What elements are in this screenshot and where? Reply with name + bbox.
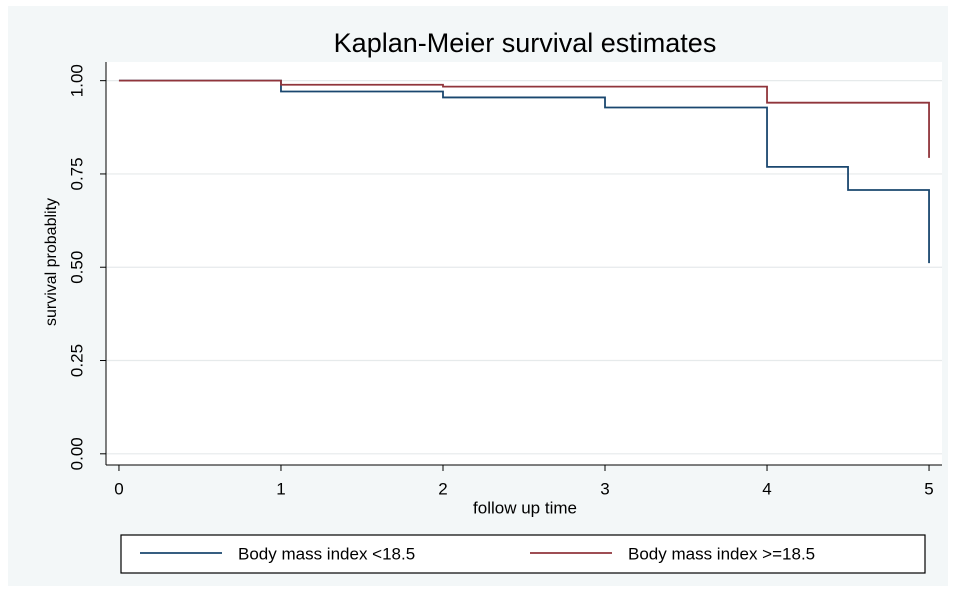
y-tick-label: 0.50 (67, 251, 86, 284)
x-tick-label: 2 (438, 479, 447, 498)
legend (120, 534, 926, 574)
survival-line (118, 79, 930, 264)
y-axis-title: survival probablity (43, 198, 60, 326)
y-tick-label: 0.25 (67, 344, 86, 377)
plot-area (106, 62, 942, 465)
x-tick-label: 0 (114, 479, 123, 498)
y-tick-label: 1.00 (67, 64, 86, 97)
y-tick-label: 0.00 (67, 437, 86, 470)
survival-line (118, 79, 930, 158)
x-tick-label: 4 (762, 479, 771, 498)
legend-label: Body mass index >=18.5 (628, 544, 815, 563)
x-tick-label: 1 (276, 479, 285, 498)
chart-title: Kaplan-Meier survival estimates (334, 28, 717, 58)
y-tick-label: 0.75 (67, 157, 86, 190)
x-tick-label: 5 (924, 479, 933, 498)
x-axis-title: follow up time (473, 498, 577, 517)
x-tick-label: 3 (600, 479, 609, 498)
legend-label: Body mass index <18.5 (238, 544, 415, 563)
